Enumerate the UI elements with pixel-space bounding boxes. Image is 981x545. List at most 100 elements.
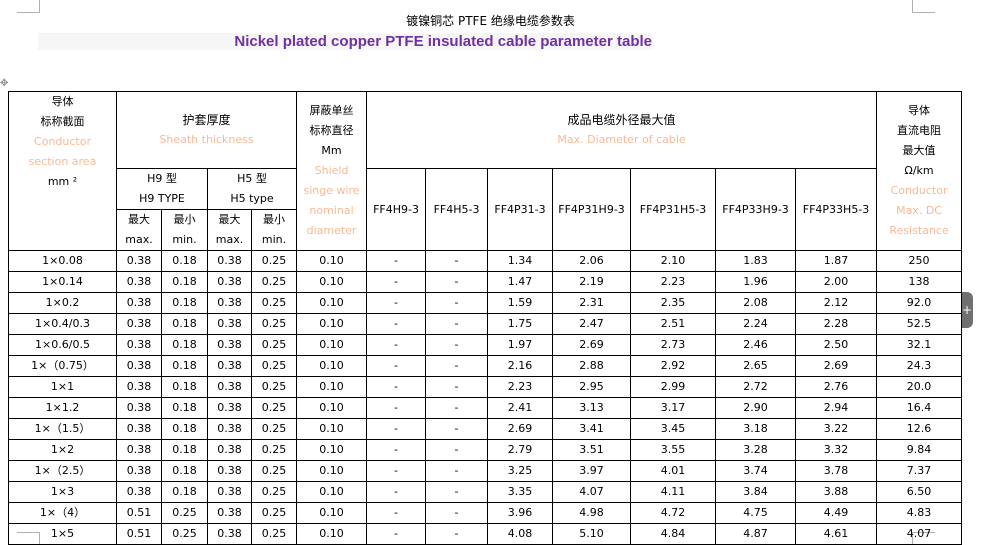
- table-cell: 0.10: [296, 397, 368, 419]
- table-cell: 4.72: [630, 502, 717, 524]
- cell-section: 1×（4）: [8, 502, 117, 524]
- table-cell: 0.25: [161, 502, 208, 524]
- header-h5-max: 最大 max.: [207, 209, 252, 251]
- table-row: 1×（2.5） 0.38 0.18 0.38 0.25 0.10- -3.25 3.97 4.0…: [8, 460, 963, 482]
- table-cell: 2.99: [630, 376, 717, 398]
- table-cell: 1.97: [487, 334, 554, 356]
- table-row: 1×0.2 0.38 0.18 0.38 0.25 0.10- -1.59 2.31 2.35 2…: [8, 292, 963, 314]
- table-cell: 2.23: [487, 376, 554, 398]
- table-cell: 2.46: [715, 334, 797, 356]
- header-shield: 屏蔽单丝 标称直径 Mm Shield singe wire nominal diame…: [296, 91, 368, 251]
- table-cell: 2.72: [715, 376, 797, 398]
- table-cell: 0.38: [207, 376, 252, 398]
- header-h9-max: 最大 max.: [116, 209, 162, 251]
- table-cell: 0.25: [250, 250, 298, 272]
- table-cell: 2.06: [552, 250, 632, 272]
- table-cell: -: [366, 502, 427, 524]
- table-cell: 92.0: [876, 292, 963, 314]
- table-cell: -: [366, 250, 427, 272]
- table-cell: 3.18: [715, 418, 797, 440]
- table-cell: 16.4: [876, 397, 963, 419]
- table-cell: 2.76: [795, 376, 878, 398]
- table-cell: -: [366, 271, 427, 293]
- table-cell: 2.90: [715, 397, 797, 419]
- plus-icon[interactable]: +: [961, 292, 973, 328]
- move-icon[interactable]: ✥: [0, 78, 9, 89]
- cell-section: 1×3: [8, 481, 117, 503]
- table-cell: 0.10: [296, 250, 368, 272]
- table-cell: 2.41: [487, 397, 554, 419]
- table-cell: 2.79: [487, 439, 554, 461]
- table-cell: -: [425, 376, 489, 398]
- table-row: 1×1 0.38 0.18 0.38 0.25 0.10- -2.23 2.95 2.99 2.7…: [8, 376, 963, 398]
- table-cell: 250: [876, 250, 963, 272]
- table-cell: 2.12: [795, 292, 878, 314]
- table-cell: 4.61: [795, 523, 878, 545]
- table-cell: -: [425, 460, 489, 482]
- table-cell: 2.73: [630, 334, 717, 356]
- table-cell: 3.25: [487, 460, 554, 482]
- table-cell: -: [425, 292, 489, 314]
- table-cell: 3.74: [715, 460, 797, 482]
- parameter-table: 导体 标称截面 Conductor section area mm ² 护套厚度 Sh…: [8, 91, 963, 545]
- table-cell: 2.08: [715, 292, 797, 314]
- table-cell: 1.47: [487, 271, 554, 293]
- table-cell: 3.32: [795, 439, 878, 461]
- title-chinese: 镀镍铜芯 PTFE 绝缘电缆参数表: [406, 14, 575, 28]
- table-cell: 0.10: [296, 355, 368, 377]
- table-row: 1×3 0.38 0.18 0.38 0.25 0.10- -3.35 4.07 4.11 3.8…: [8, 481, 963, 503]
- table-cell: 2.31: [552, 292, 632, 314]
- table-cell: 0.25: [250, 292, 298, 314]
- table-cell: 0.25: [250, 271, 298, 293]
- table-cell: 2.35: [630, 292, 717, 314]
- table-cell: 2.65: [715, 355, 797, 377]
- table-cell: 0.10: [296, 523, 368, 545]
- table-cell: 12.6: [876, 418, 963, 440]
- table-cell: 3.22: [795, 418, 878, 440]
- table-cell: -: [366, 523, 427, 545]
- table-cell: 4.07: [552, 481, 632, 503]
- header-model: FF4H9-3: [366, 168, 427, 251]
- table-cell: -: [366, 355, 427, 377]
- table-cell: 2.88: [552, 355, 632, 377]
- table-cell: 4.08: [487, 523, 554, 545]
- header-model: FF4P31H5-3: [630, 168, 717, 251]
- table-cell: 4.75: [715, 502, 797, 524]
- table-cell: 0.38: [207, 523, 252, 545]
- table-cell: -: [366, 418, 427, 440]
- table-cell: 1.75: [487, 313, 554, 335]
- table-cell: 0.38: [116, 460, 162, 482]
- table-cell: -: [366, 376, 427, 398]
- table-cell: 0.18: [161, 355, 208, 377]
- table-cell: 32.1: [876, 334, 963, 356]
- table-cell: 0.38: [207, 250, 252, 272]
- header-model: FF4P33H9-3: [715, 168, 797, 251]
- table-cell: 3.13: [552, 397, 632, 419]
- table-cell: 4.84: [630, 523, 717, 545]
- table-cell: 4.01: [630, 460, 717, 482]
- table-cell: 0.38: [207, 355, 252, 377]
- table-cell: 0.38: [207, 481, 252, 503]
- table-cell: -: [366, 460, 427, 482]
- cell-section: 1×（1.5）: [8, 418, 117, 440]
- table-cell: 3.51: [552, 439, 632, 461]
- table-cell: -: [425, 397, 489, 419]
- table-cell: 3.84: [715, 481, 797, 503]
- table-cell: -: [366, 397, 427, 419]
- table-cell: 2.51: [630, 313, 717, 335]
- header-model: FF4P31H9-3: [552, 168, 632, 251]
- table-cell: -: [366, 481, 427, 503]
- table-cell: 0.25: [250, 502, 298, 524]
- table-row: 1×0.08 0.38 0.18 0.38 0.25 0.10- -1.34 2.06 2.10…: [8, 250, 963, 272]
- cell-section: 1×0.08: [8, 250, 117, 272]
- cell-section: 1×0.6/0.5: [8, 334, 117, 356]
- table-cell: 0.38: [116, 334, 162, 356]
- table-cell: 0.38: [116, 397, 162, 419]
- table-cell: -: [425, 502, 489, 524]
- cell-section: 1×2: [8, 439, 117, 461]
- table-cell: 0.38: [116, 271, 162, 293]
- table-cell: 1.96: [715, 271, 797, 293]
- table-cell: 24.3: [876, 355, 963, 377]
- table-row: 1×1.2 0.38 0.18 0.38 0.25 0.10- -2.41 3.13 3.17 2…: [8, 397, 963, 419]
- table-cell: 2.10: [630, 250, 717, 272]
